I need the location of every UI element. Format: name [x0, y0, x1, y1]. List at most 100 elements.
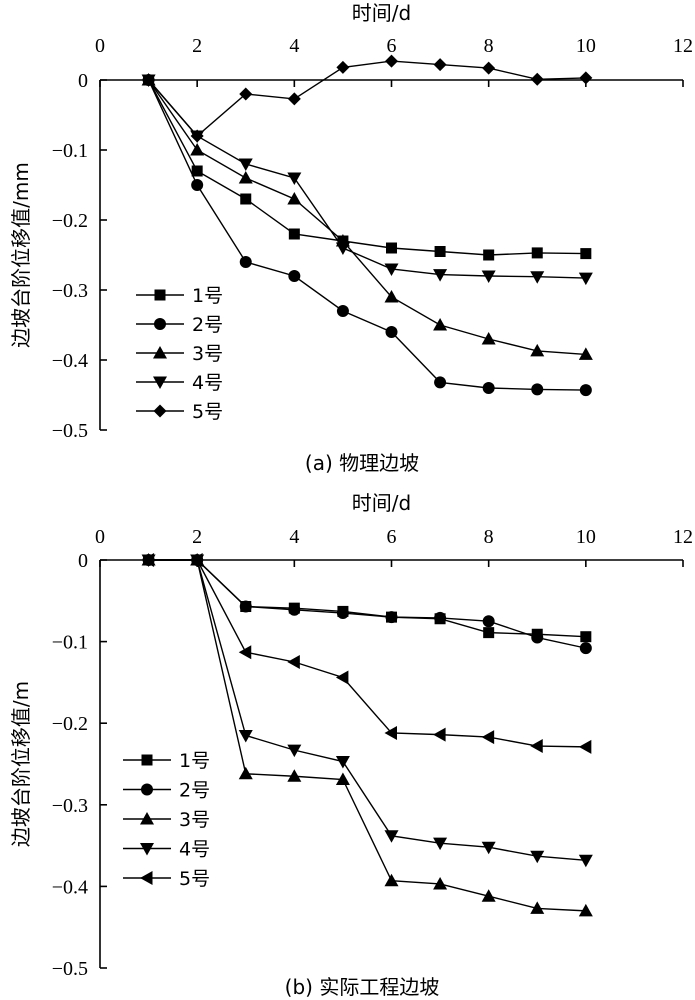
data-point: [142, 73, 156, 87]
x-tick-label: 8: [484, 35, 494, 57]
series-line: [147, 79, 586, 391]
data-point: [239, 256, 252, 268]
data-point: [580, 248, 592, 260]
legend-label: 1号: [179, 750, 210, 772]
series-4: [141, 554, 593, 868]
data-point: [190, 143, 205, 156]
chart-caption: (a) 物理边坡: [305, 451, 419, 475]
data-point: [579, 384, 592, 397]
series-line: [148, 60, 586, 137]
legend-entry: 5号: [136, 401, 223, 423]
data-point: [433, 269, 448, 282]
series-line: [148, 559, 586, 649]
y-tick-label: −0.1: [52, 140, 88, 162]
x-tick-label: 6: [387, 35, 397, 57]
legend-marker: [153, 376, 167, 389]
data-point: [287, 655, 300, 669]
y-tick-label: 0: [78, 70, 88, 92]
legend-label: 2号: [192, 314, 223, 336]
legend-entry: 4号: [136, 372, 223, 394]
y-tick-label: −0.5: [52, 420, 88, 442]
data-point: [578, 739, 592, 754]
x-tick-label: 8: [484, 526, 494, 548]
data-point: [481, 889, 496, 902]
x-tick-label: 0: [95, 35, 105, 57]
data-point: [530, 739, 543, 754]
data-point: [482, 61, 496, 75]
data-point: [384, 263, 399, 276]
data-point: [578, 854, 593, 868]
legend-label: 4号: [192, 372, 223, 394]
legend-entry: 1号: [136, 285, 223, 307]
y-tick-label: −0.2: [52, 210, 88, 232]
data-point: [335, 756, 350, 769]
legend-marker: [140, 871, 153, 885]
data-point: [191, 165, 203, 177]
data-point: [531, 247, 543, 259]
series-line: [147, 79, 586, 256]
data-point: [190, 129, 204, 143]
legend-marker: [154, 318, 166, 330]
data-point: [578, 347, 593, 360]
data-point: [384, 830, 399, 843]
chart-panel-a: 0 2 4 6 8 10 12 0 −0.1 −0.2 −0.3 −0.4 −0.5 时间/d 边坡台阶位移…: [9, 1, 693, 475]
y-tick-label: −0.4: [52, 876, 88, 898]
data-point: [530, 72, 544, 86]
data-point: [434, 246, 446, 257]
legend-entry: 2号: [136, 314, 223, 336]
series-line: [148, 79, 586, 356]
x-tick-label: 10: [576, 35, 596, 57]
legend-label: 4号: [179, 839, 210, 861]
y-tick-label: −0.3: [52, 795, 88, 817]
x-tick-label: 4: [289, 35, 299, 57]
data-point: [287, 192, 302, 205]
data-point: [483, 249, 495, 261]
data-point: [336, 607, 349, 620]
data-point: [481, 332, 496, 345]
legend-entry: 4号: [123, 839, 210, 861]
legend-marker: [140, 843, 154, 856]
data-point: [530, 343, 545, 357]
data-point: [335, 772, 350, 786]
data-point: [238, 729, 253, 743]
y-axis-label: 边坡台阶位移值/mm: [9, 162, 33, 348]
series-2: [142, 74, 592, 397]
data-point: [433, 876, 448, 890]
data-point: [288, 603, 301, 616]
data-point: [481, 730, 495, 745]
y-axis-label: 边坡台阶位移值/m: [9, 681, 33, 847]
data-point: [238, 171, 253, 184]
data-point: [239, 87, 253, 101]
data-point: [433, 727, 446, 742]
x-tick-label: 10: [576, 526, 596, 548]
data-point: [481, 270, 496, 283]
chart-panel-b: 0 2 4 6 8 10 12 0 −0.1 −0.2 −0.3 −0.4 −0.5 时间/d 边坡台阶位移…: [9, 491, 693, 999]
series-1: [143, 554, 592, 643]
legend-label: 3号: [179, 809, 210, 831]
data-point: [578, 903, 593, 917]
data-point: [287, 172, 302, 185]
x-tick-label: 0: [95, 526, 105, 548]
x-tick-label: 2: [192, 35, 202, 57]
legend-entry: 2号: [123, 780, 210, 802]
data-point: [433, 837, 448, 851]
data-point: [386, 242, 397, 254]
data-point: [385, 611, 398, 624]
series-line: [148, 559, 586, 912]
data-point: [384, 725, 397, 740]
legend-label: 5号: [179, 868, 210, 890]
series-line: [148, 559, 586, 748]
data-point: [434, 376, 447, 389]
data-point: [141, 553, 155, 567]
legend-entry: 1号: [123, 750, 210, 772]
data-point: [336, 305, 349, 317]
series-1: [143, 74, 592, 261]
legend-marker: [141, 754, 153, 766]
data-point: [483, 627, 495, 639]
x-tick-label: 12: [673, 35, 693, 57]
data-point: [239, 600, 252, 613]
data-point: [385, 54, 398, 68]
series-5: [142, 54, 593, 143]
data-point: [481, 841, 496, 855]
legend-label: 3号: [192, 343, 223, 365]
